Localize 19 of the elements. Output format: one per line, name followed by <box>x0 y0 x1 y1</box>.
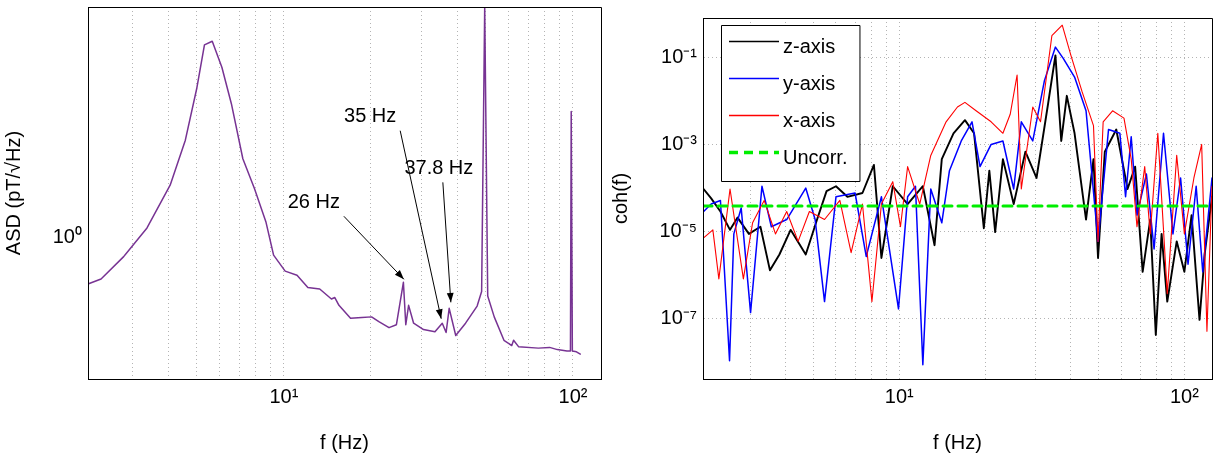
y-tick-label: 10⁻¹ <box>661 44 698 67</box>
x-tick-label: 10¹ <box>884 384 915 407</box>
legend-label: z-axis <box>783 35 836 58</box>
x-tick-label: 10² <box>558 384 588 407</box>
legend-label: y-axis <box>783 72 836 95</box>
y-axis-title: ASD (pT/√Hz) <box>1 130 24 256</box>
annotation: 26 Hz <box>287 189 340 212</box>
x-tick-label: 10² <box>1169 384 1200 407</box>
x-axis-title: f (Hz) <box>933 430 982 453</box>
y-axis-title: coh(f) <box>608 172 631 225</box>
x-axis-title: f (Hz) <box>320 430 369 453</box>
y-tick-label: 10⁻⁵ <box>659 219 697 242</box>
legend-label: x-axis <box>783 109 836 132</box>
x-tick-label: 10¹ <box>269 384 299 407</box>
text: 10⁰ <box>52 225 82 248</box>
legend-label: Uncorr. <box>783 146 848 169</box>
y-tick-label: 10⁻⁷ <box>660 306 697 329</box>
annotation: 35 Hz <box>344 104 397 127</box>
y-tick-label: 10⁻³ <box>661 131 698 154</box>
